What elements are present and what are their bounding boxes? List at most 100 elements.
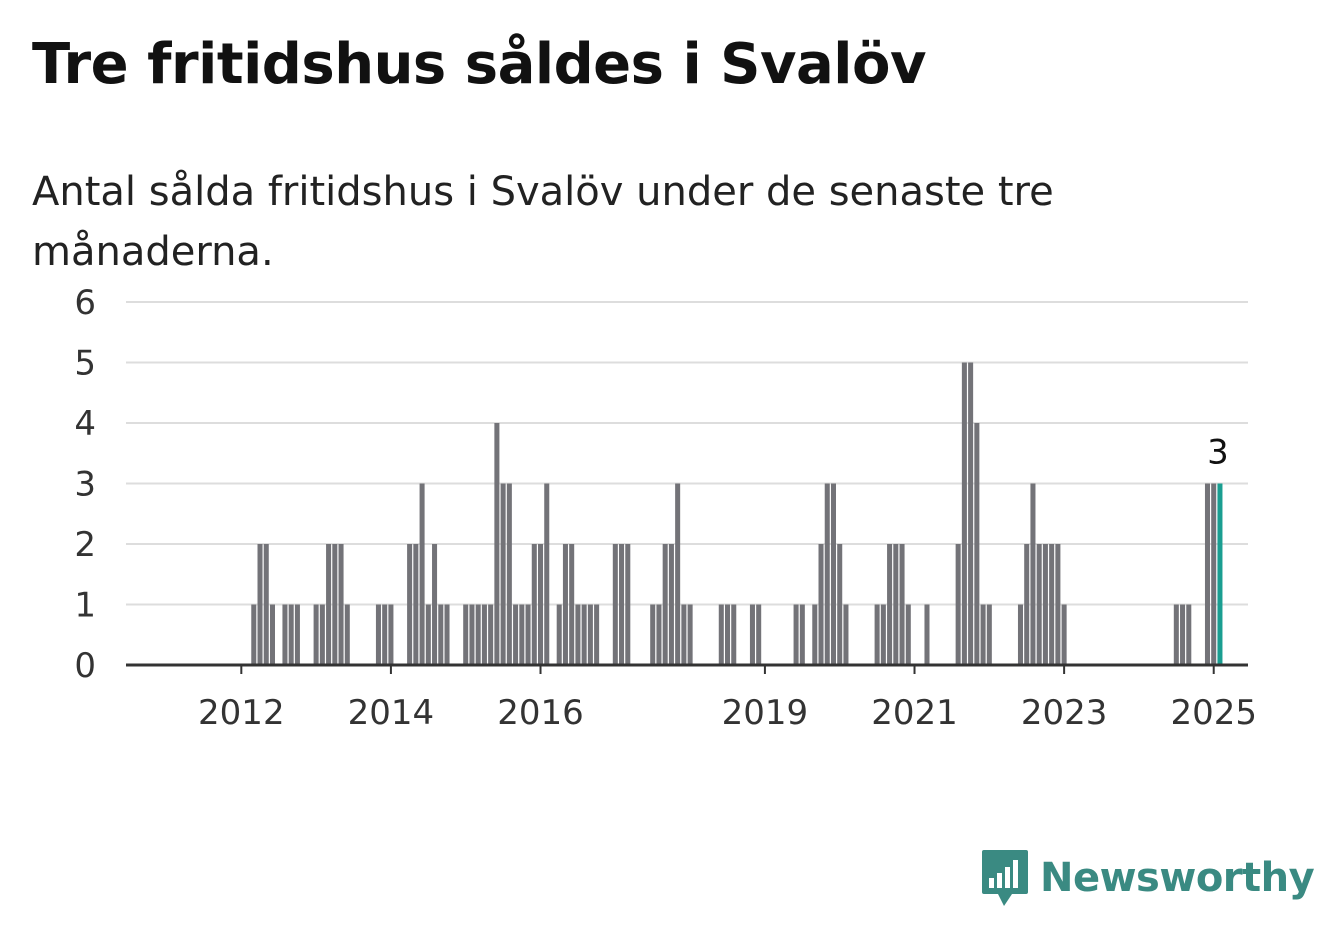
bar	[344, 604, 350, 665]
bar	[812, 604, 818, 665]
bar	[1017, 604, 1023, 665]
x-axis-ticks: 2012 2014 2016 2019 2021 2023 2025	[198, 665, 1257, 733]
bar	[687, 604, 693, 665]
bar	[662, 544, 668, 665]
bar	[556, 604, 562, 665]
bar	[326, 544, 332, 665]
bar	[824, 483, 830, 665]
bar	[612, 544, 618, 665]
bar	[500, 483, 506, 665]
bar-chart-speech-bubble-icon	[982, 850, 1028, 906]
bar	[1211, 483, 1217, 665]
bar	[388, 604, 394, 665]
bar	[419, 483, 425, 665]
bar	[899, 544, 905, 665]
bars	[251, 362, 1223, 665]
bar	[749, 604, 755, 665]
bar	[251, 604, 257, 665]
bar	[475, 604, 481, 665]
y-tick-label: 3	[74, 465, 96, 505]
bar	[650, 604, 656, 665]
bar	[488, 604, 494, 665]
bar	[1061, 604, 1067, 665]
bar	[413, 544, 419, 665]
bar	[874, 604, 880, 665]
bar	[562, 544, 568, 665]
x-tick-label: 2021	[871, 693, 958, 733]
bar-chart: 0 1 2 3 4 5 6 2012 2014 2016 2019 2021 2023 2025 3	[74, 283, 1257, 733]
bar	[818, 544, 824, 665]
bar	[481, 604, 487, 665]
bar	[675, 483, 681, 665]
y-tick-label: 1	[74, 586, 96, 626]
bar	[843, 604, 849, 665]
bar	[257, 544, 263, 665]
bar	[1030, 483, 1036, 665]
bar	[544, 483, 550, 665]
bar	[905, 604, 911, 665]
bar	[924, 604, 930, 665]
y-tick-label: 5	[74, 344, 96, 384]
y-axis-ticks: 0 1 2 3 4 5 6	[74, 283, 96, 686]
bar	[880, 604, 886, 665]
bar	[619, 544, 625, 665]
bar	[375, 604, 381, 665]
bar	[986, 604, 992, 665]
chart-subtitle: Antal sålda fritidshus i Svalöv under de…	[32, 169, 1054, 275]
bar	[793, 604, 799, 665]
bar	[494, 423, 500, 665]
bar	[513, 604, 519, 665]
x-tick-label: 2012	[198, 693, 285, 733]
chart-title: Tre fritidshus såldes i Svalöv	[32, 32, 926, 97]
bar	[887, 544, 893, 665]
bar	[1042, 544, 1048, 665]
bar	[837, 544, 843, 665]
bar	[469, 604, 475, 665]
bar	[294, 604, 300, 665]
bar	[1024, 544, 1030, 665]
bar	[625, 544, 631, 665]
bar	[407, 544, 413, 665]
bar	[269, 604, 275, 665]
bar	[282, 604, 288, 665]
bar	[1036, 544, 1042, 665]
bar	[799, 604, 805, 665]
x-tick-label: 2023	[1021, 693, 1108, 733]
bar	[538, 544, 544, 665]
bar	[575, 604, 581, 665]
bar	[1204, 483, 1210, 665]
bar	[338, 544, 344, 665]
bar	[974, 423, 980, 665]
brand-name: Newsworthy	[1040, 855, 1315, 901]
bar	[656, 604, 662, 665]
bar	[531, 544, 537, 665]
bar	[587, 604, 593, 665]
x-tick-label: 2014	[348, 693, 435, 733]
x-tick-label: 2016	[497, 693, 584, 733]
bar	[725, 604, 731, 665]
newsworthy-logo: Newsworthy	[980, 848, 1315, 908]
bar	[980, 604, 986, 665]
bar	[1049, 544, 1055, 665]
bar	[569, 544, 575, 665]
bar	[968, 362, 974, 665]
bar	[830, 483, 836, 665]
x-tick-label: 2025	[1170, 693, 1257, 733]
bar	[681, 604, 687, 665]
bar	[668, 544, 674, 665]
bar	[731, 604, 737, 665]
bar	[955, 544, 961, 665]
bar	[263, 544, 269, 665]
bar	[438, 604, 444, 665]
bar	[463, 604, 469, 665]
bar	[1186, 604, 1192, 665]
bar	[319, 604, 325, 665]
bar	[961, 362, 967, 665]
bar	[594, 604, 600, 665]
bar	[332, 544, 338, 665]
bar	[519, 604, 525, 665]
highlight-value-label: 3	[1207, 433, 1229, 473]
y-tick-label: 6	[74, 283, 96, 323]
bar	[718, 604, 724, 665]
bar	[425, 604, 431, 665]
